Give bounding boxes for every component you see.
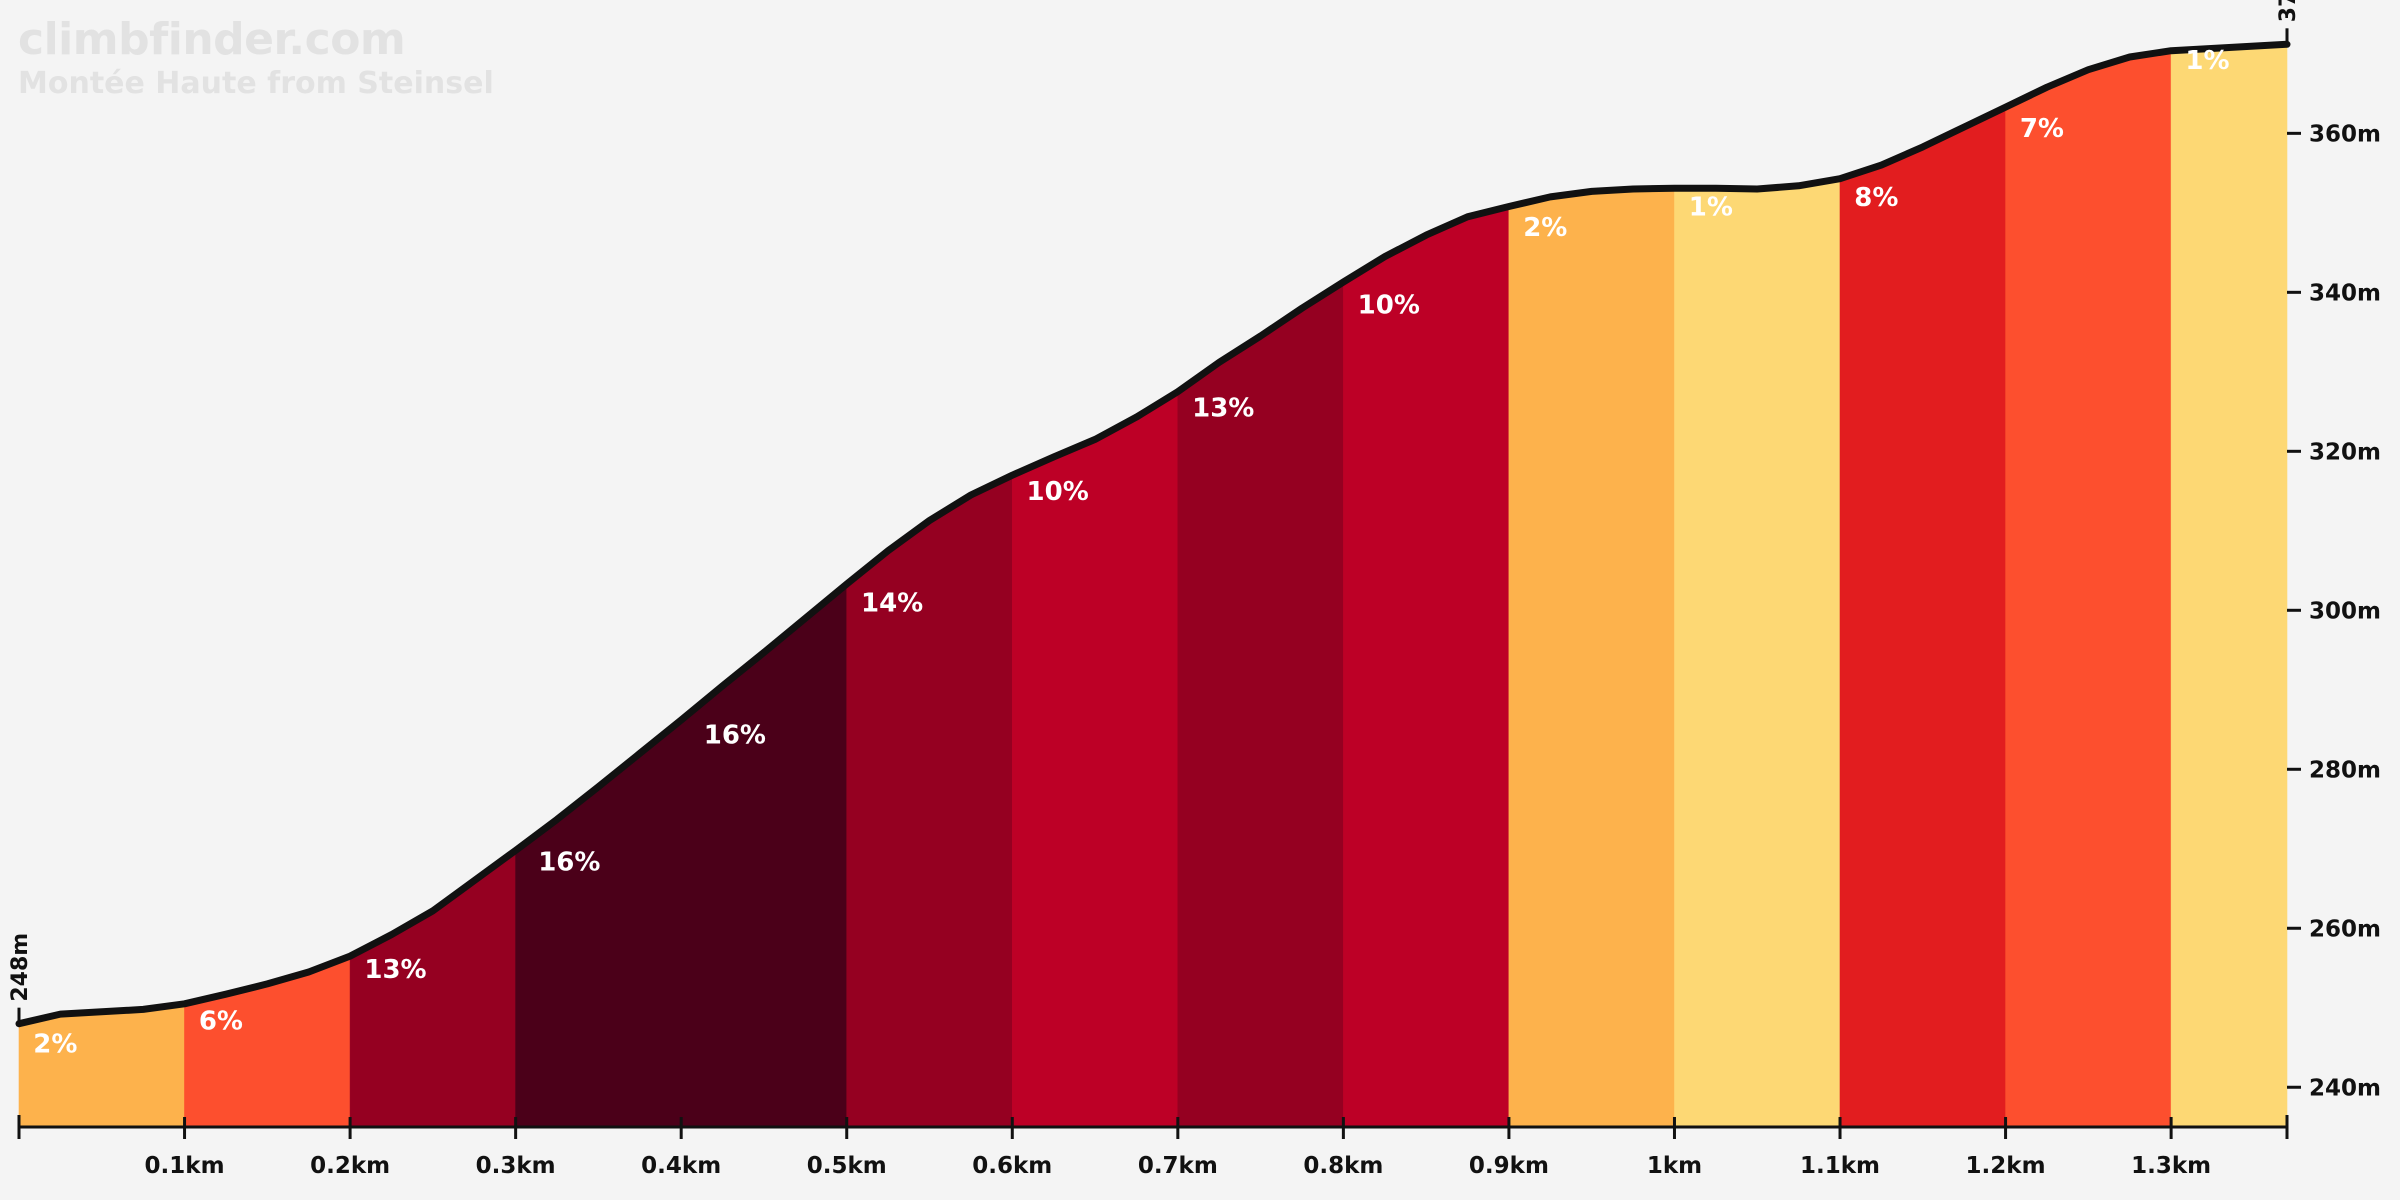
x-tick-label: 0.9km [1469, 1153, 1549, 1179]
segment-13 [2170, 43, 2288, 1128]
segment-12 [2005, 50, 2172, 1128]
grade-label-11: 1% [1689, 192, 1733, 222]
grade-label-7: 10% [1027, 477, 1089, 507]
grade-label-6: 14% [861, 588, 923, 618]
grade-label-8: 13% [1192, 394, 1254, 424]
x-tick-label: 0.3km [476, 1153, 556, 1179]
grade-label-14: 1% [2185, 46, 2229, 76]
segment-10 [1674, 178, 1841, 1128]
x-tick-label: 1.3km [2131, 1153, 2211, 1179]
start-elevation-label: 248m [8, 933, 33, 1002]
segment-5 [846, 474, 1013, 1128]
brand-header: climbfinder.com Montée Haute from Steins… [18, 14, 918, 102]
site-name: climbfinder.com [18, 14, 406, 65]
x-tick-label: 1.1km [1800, 1153, 1880, 1179]
endpoint-markers: 248m 371m [8, 0, 2301, 1024]
grade-labels: 2% 6% 13% 16% 16% 14% 10% 13% 10% 2% 1% 8% 7% 1% [33, 46, 2229, 1059]
end-elevation-label: 371m [2276, 0, 2301, 22]
x-tick-label: 0.1km [145, 1153, 225, 1179]
profile-line [15, 40, 2291, 1028]
x-tick-label: 0.5km [807, 1153, 887, 1179]
y-tick-label: 240m [2309, 1075, 2381, 1101]
gradient-segments [18, 43, 2288, 1128]
y-tick-label: 300m [2309, 598, 2381, 624]
grade-label-3: 13% [364, 955, 426, 985]
y-tick-label: 260m [2309, 916, 2381, 942]
y-tick-label: 280m [2309, 757, 2381, 783]
x-tick-label: 0.6km [972, 1153, 1052, 1179]
grade-label-2: 6% [199, 1006, 243, 1036]
x-tick-label: 0.4km [641, 1153, 721, 1179]
segment-1 [18, 1003, 185, 1128]
x-tick-label: 0.2km [310, 1153, 390, 1179]
grade-label-12: 8% [1854, 183, 1898, 213]
y-tick-label: 340m [2309, 280, 2381, 306]
x-tick-label: 1.2km [1966, 1153, 2046, 1179]
climb-title: Montée Haute from Steinsel [18, 66, 494, 101]
grade-label-1: 2% [33, 1030, 77, 1060]
grade-label-4: 16% [538, 847, 600, 877]
y-tick-label: 360m [2309, 121, 2381, 147]
grade-label-9: 10% [1358, 290, 1420, 320]
x-tick-label: 0.8km [1303, 1153, 1383, 1179]
segment-3 [349, 849, 516, 1128]
segment-8 [1343, 206, 1510, 1128]
y-axis: 240m 260m 280m 300m 320m 340m 360m [2287, 121, 2381, 1101]
x-axis: 0.1km 0.2km 0.3km 0.4km 0.5km 0.6km 0.7km 0.8km… [17, 1115, 2289, 1179]
x-tick-label: 0.7km [1138, 1153, 1218, 1179]
profile-line-group [15, 40, 2291, 1028]
grade-label-10: 2% [1523, 213, 1567, 243]
grade-label-5: 16% [704, 720, 766, 750]
segment-11 [1839, 106, 2006, 1128]
y-tick-label: 320m [2309, 439, 2381, 465]
segment-9 [1508, 187, 1675, 1128]
grade-label-13: 7% [2020, 114, 2064, 144]
x-tick-label: 1km [1647, 1153, 1702, 1179]
